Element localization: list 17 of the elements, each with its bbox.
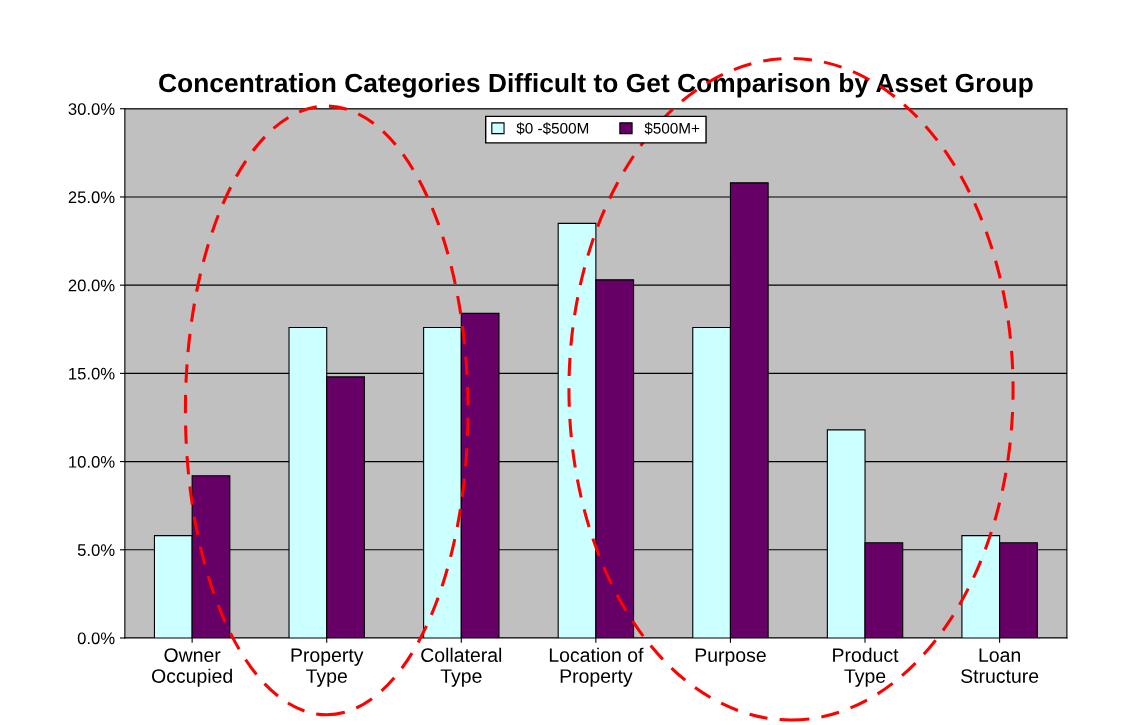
legend-label: $0 -$500M xyxy=(516,122,589,135)
y-tick-label: 25.0% xyxy=(68,191,115,204)
y-tick-label: 10.0% xyxy=(69,455,115,468)
legend-label: $500M+ xyxy=(644,122,700,135)
x-tick-label: Location of Property xyxy=(549,647,644,687)
y-tick-label: 15.0% xyxy=(69,367,115,380)
x-tick-label: Property Type xyxy=(291,648,364,687)
y-tick-label: 5.0% xyxy=(77,544,115,556)
y-tick-label: 20.0% xyxy=(68,279,115,292)
x-tick-label: Collateral Type xyxy=(421,647,502,687)
x-tick-label: Loan Structure xyxy=(961,648,1039,683)
y-tick-label: 30.0% xyxy=(68,103,115,115)
x-tick-label: Purpose xyxy=(695,648,766,666)
x-tick-label: Owner Occupied xyxy=(151,648,232,687)
y-tick-label: 0.0% xyxy=(77,632,115,645)
chart-title: Concentration Categories Difficult to Get Comparison by Asset Group xyxy=(159,72,1033,98)
x-tick-label: Product Type xyxy=(833,647,899,687)
